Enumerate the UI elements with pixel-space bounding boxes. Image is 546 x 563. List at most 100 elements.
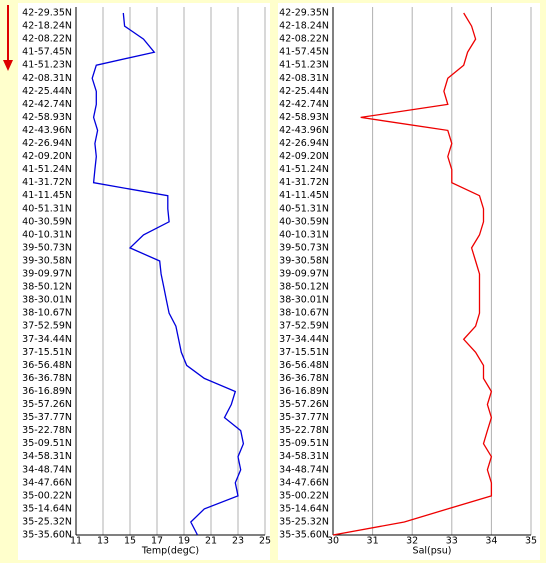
y-tick-label: 40-51.31N — [22, 203, 72, 214]
y-tick-label: 42-08.22N — [22, 34, 72, 45]
y-tick-label: 34-58.31N — [279, 451, 329, 462]
y-tick-label: 35-22.78N — [22, 425, 72, 436]
y-tick-label: 42-29.35N — [279, 8, 329, 19]
y-tick-label: 41-51.24N — [279, 164, 329, 175]
x-tick-label: 35 — [525, 536, 537, 547]
y-tick-label: 34-48.74N — [279, 464, 329, 475]
y-tick-label: 41-57.45N — [279, 47, 329, 58]
x-tick-label: 13 — [97, 536, 109, 547]
y-tick-label: 37-34.44N — [22, 334, 72, 345]
y-tick-label: 39-09.97N — [22, 269, 72, 280]
x-tick-label: 30 — [327, 536, 339, 547]
y-tick-label: 35-25.32N — [279, 516, 329, 527]
y-tick-label: 41-31.72N — [279, 177, 329, 188]
y-tick-label: 36-16.89N — [22, 386, 72, 397]
y-tick-label: 38-10.67N — [22, 308, 72, 319]
y-tick-label: 38-10.67N — [279, 308, 329, 319]
y-tick-label: 41-57.45N — [22, 47, 72, 58]
y-tick-label: 35-25.32N — [22, 516, 72, 527]
arrow-head — [3, 60, 13, 71]
y-tick-label: 42-58.93N — [279, 112, 329, 123]
y-tick-label: 42-25.44N — [279, 86, 329, 97]
y-tick-label: 35-00.22N — [279, 490, 329, 501]
y-tick-label: 37-34.44N — [279, 334, 329, 345]
y-tick-label: 37-15.51N — [22, 347, 72, 358]
y-tick-label: 42-18.24N — [22, 21, 72, 32]
y-tick-label: 42-25.44N — [22, 86, 72, 97]
y-tick-label: 40-51.31N — [279, 203, 329, 214]
y-tick-label: 42-42.74N — [279, 99, 329, 110]
x-tick-label: 15 — [124, 536, 136, 547]
y-tick-label: 42-08.31N — [22, 73, 72, 84]
y-tick-label: 36-56.48N — [22, 360, 72, 371]
y-tick-label: 42-18.24N — [279, 21, 329, 32]
x-axis-label: Temp(degC) — [141, 546, 199, 557]
x-tick-label: 23 — [232, 536, 244, 547]
y-tick-label: 36-36.78N — [22, 373, 72, 384]
y-tick-label: 40-10.31N — [22, 229, 72, 240]
x-tick-label: 25 — [259, 536, 271, 547]
x-tick-label: 34 — [485, 536, 497, 547]
y-tick-label: 42-09.20N — [22, 151, 72, 162]
y-tick-label: 35-14.64N — [22, 503, 72, 514]
x-tick-label: 32 — [406, 536, 418, 547]
x-tick-label: 17 — [151, 536, 163, 547]
y-tick-label: 39-30.58N — [279, 255, 329, 266]
y-tick-label: 42-43.96N — [22, 125, 72, 136]
x-tick-label: 19 — [178, 536, 190, 547]
y-tick-label: 42-09.20N — [279, 151, 329, 162]
y-tick-label: 38-30.01N — [22, 295, 72, 306]
y-tick-label: 38-50.12N — [279, 282, 329, 293]
y-tick-label: 39-09.97N — [279, 269, 329, 280]
y-tick-label: 42-26.94N — [279, 138, 329, 149]
y-tick-label: 35-09.51N — [279, 438, 329, 449]
x-tick-label: 31 — [367, 536, 379, 547]
right-panel — [278, 3, 540, 560]
y-tick-label: 35-37.77N — [279, 412, 329, 423]
y-tick-label: 37-52.59N — [279, 321, 329, 332]
x-axis-label: Sal(psu) — [413, 546, 452, 557]
y-tick-label: 35-35.60N — [279, 530, 329, 541]
y-tick-label: 42-43.96N — [279, 125, 329, 136]
y-tick-label: 35-57.26N — [279, 399, 329, 410]
y-tick-label: 34-58.31N — [22, 451, 72, 462]
y-tick-label: 34-47.66N — [22, 477, 72, 488]
y-tick-label: 42-58.93N — [22, 112, 72, 123]
y-tick-label: 40-30.59N — [279, 216, 329, 227]
y-tick-label: 37-52.59N — [22, 321, 72, 332]
y-tick-label: 35-09.51N — [22, 438, 72, 449]
y-tick-label: 41-51.24N — [22, 164, 72, 175]
y-tick-label: 38-50.12N — [22, 282, 72, 293]
y-tick-label: 35-00.22N — [22, 490, 72, 501]
data-line — [91, 12, 245, 536]
y-tick-label: 35-57.26N — [22, 399, 72, 410]
y-tick-label: 41-51.23N — [22, 60, 72, 71]
y-tick-label: 35-35.60N — [22, 530, 72, 541]
left-panel — [18, 3, 270, 560]
x-tick-label: 21 — [205, 536, 217, 547]
y-tick-label: 39-50.73N — [22, 242, 72, 253]
x-tick-label: 33 — [446, 536, 458, 547]
y-tick-label: 42-42.74N — [22, 99, 72, 110]
y-tick-label: 38-30.01N — [279, 295, 329, 306]
y-tick-label: 42-26.94N — [22, 138, 72, 149]
x-tick-label: 11 — [70, 536, 82, 547]
y-tick-label: 42-29.35N — [22, 8, 72, 19]
y-tick-label: 42-08.31N — [279, 73, 329, 84]
y-tick-label: 40-30.59N — [22, 216, 72, 227]
y-tick-label: 39-50.73N — [279, 242, 329, 253]
y-tick-label: 41-31.72N — [22, 177, 72, 188]
y-tick-label: 35-22.78N — [279, 425, 329, 436]
y-tick-label: 41-11.45N — [22, 190, 72, 201]
y-tick-label: 40-10.31N — [279, 229, 329, 240]
y-tick-label: 34-48.74N — [22, 464, 72, 475]
y-tick-label: 36-36.78N — [279, 373, 329, 384]
y-tick-label: 34-47.66N — [279, 477, 329, 488]
data-line — [332, 12, 493, 536]
y-tick-label: 36-16.89N — [279, 386, 329, 397]
y-tick-label: 41-51.23N — [279, 60, 329, 71]
y-tick-label: 42-08.22N — [279, 34, 329, 45]
y-tick-label: 35-14.64N — [279, 503, 329, 514]
y-tick-label: 39-30.58N — [22, 255, 72, 266]
